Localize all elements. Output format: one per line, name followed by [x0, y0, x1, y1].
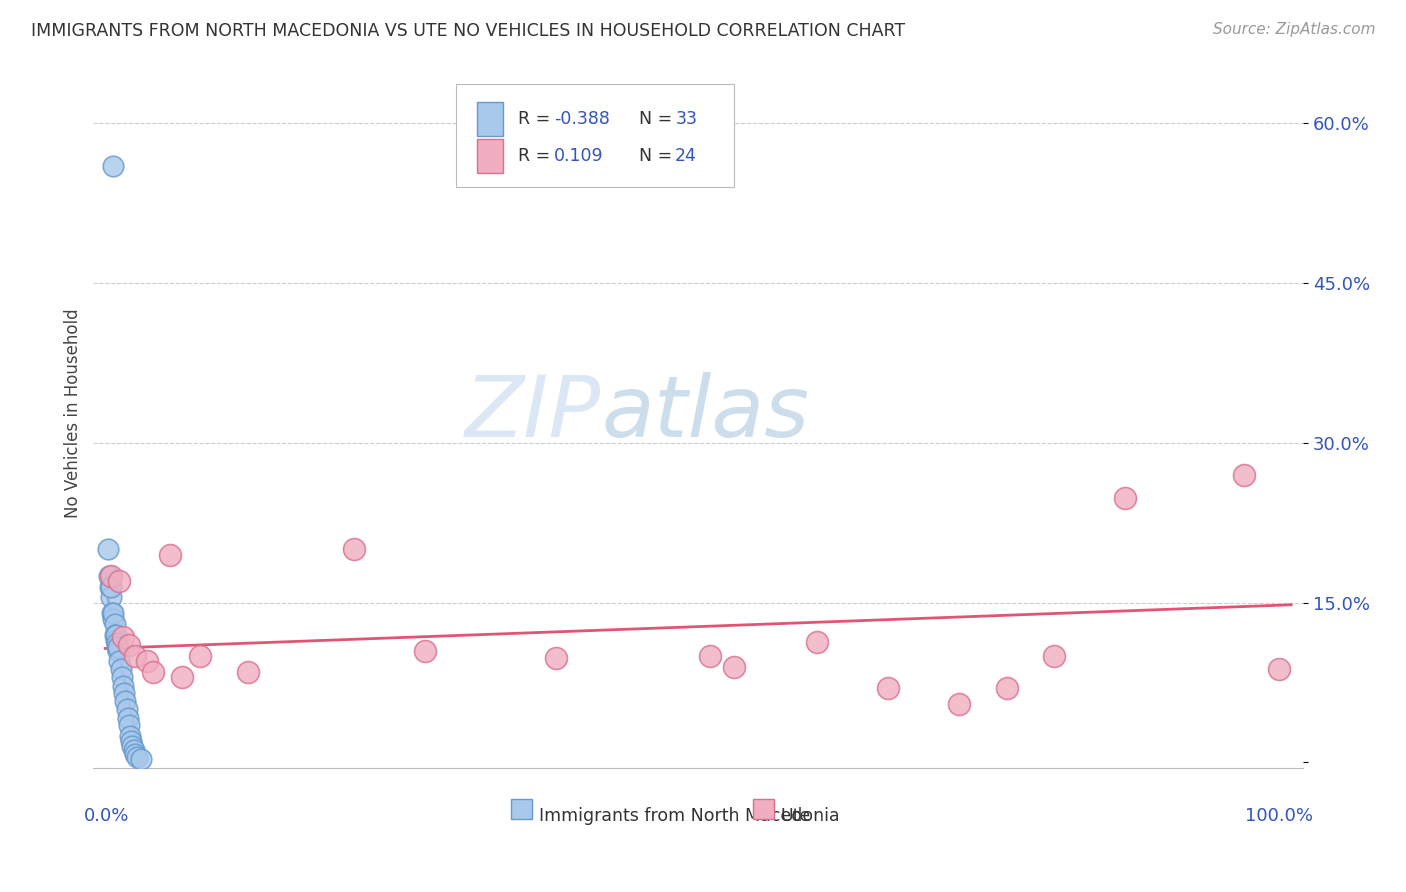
Point — [120, 729, 142, 743]
Point — [142, 665, 165, 679]
Text: -0.388: -0.388 — [554, 110, 610, 128]
Text: 100.0%: 100.0% — [1244, 806, 1313, 824]
Point — [96, 542, 118, 557]
FancyBboxPatch shape — [510, 799, 533, 819]
Point — [98, 580, 121, 594]
Point — [699, 648, 721, 663]
Text: IMMIGRANTS FROM NORTH MACEDONIA VS UTE NO VEHICLES IN HOUSEHOLD CORRELATION CHAR: IMMIGRANTS FROM NORTH MACEDONIA VS UTE N… — [31, 22, 905, 40]
Point — [877, 681, 900, 695]
Point — [114, 693, 136, 707]
Point — [111, 630, 134, 644]
Point — [723, 659, 745, 673]
Point — [121, 739, 143, 754]
Point — [107, 640, 129, 655]
Text: N =: N = — [638, 147, 678, 165]
Text: N =: N = — [638, 110, 678, 128]
Point — [1268, 662, 1291, 676]
Text: Ute: Ute — [780, 806, 811, 824]
Text: ZIP: ZIP — [465, 372, 602, 455]
Point — [103, 612, 125, 626]
Text: Source: ZipAtlas.com: Source: ZipAtlas.com — [1212, 22, 1375, 37]
Text: 33: 33 — [675, 110, 697, 128]
Point — [108, 654, 131, 668]
FancyBboxPatch shape — [477, 102, 503, 136]
Point — [127, 750, 149, 764]
Point — [117, 711, 139, 725]
Point — [120, 734, 142, 748]
Text: atlas: atlas — [602, 372, 810, 455]
Point — [1233, 467, 1256, 482]
Point — [97, 569, 120, 583]
Point — [188, 648, 211, 663]
Point — [103, 607, 125, 621]
Point — [104, 616, 127, 631]
Point — [107, 643, 129, 657]
Point — [101, 607, 124, 621]
Point — [115, 702, 138, 716]
Point — [544, 651, 567, 665]
Point — [1114, 491, 1136, 506]
Point — [108, 574, 131, 589]
Point — [100, 591, 122, 605]
FancyBboxPatch shape — [477, 139, 503, 173]
Point — [110, 662, 132, 676]
Point — [100, 569, 122, 583]
Text: 0.109: 0.109 — [554, 147, 603, 165]
Point — [103, 159, 125, 173]
Y-axis label: No Vehicles in Household: No Vehicles in Household — [65, 309, 82, 518]
Point — [995, 681, 1018, 695]
Point — [105, 640, 128, 655]
Text: Immigrants from North Macedonia: Immigrants from North Macedonia — [538, 806, 839, 824]
Point — [105, 636, 128, 650]
Point — [118, 718, 141, 732]
Point — [415, 643, 437, 657]
Point — [236, 665, 259, 679]
Point — [948, 697, 970, 711]
Point — [112, 686, 135, 700]
Point — [122, 742, 145, 756]
Text: R =: R = — [517, 110, 555, 128]
Point — [111, 670, 134, 684]
Point — [806, 635, 828, 649]
Point — [104, 627, 127, 641]
Point — [343, 542, 366, 557]
Point — [135, 654, 157, 668]
Point — [104, 632, 127, 647]
Point — [124, 747, 146, 761]
Point — [104, 627, 127, 641]
Text: 24: 24 — [675, 147, 697, 165]
Text: 0.0%: 0.0% — [83, 806, 129, 824]
Point — [100, 580, 122, 594]
Point — [111, 679, 134, 693]
Point — [124, 648, 146, 663]
FancyBboxPatch shape — [456, 85, 734, 187]
Point — [129, 752, 152, 766]
Point — [159, 548, 181, 562]
Point — [1043, 648, 1066, 663]
Point — [172, 670, 194, 684]
Text: R =: R = — [517, 147, 561, 165]
Point — [118, 638, 141, 652]
FancyBboxPatch shape — [752, 799, 775, 819]
